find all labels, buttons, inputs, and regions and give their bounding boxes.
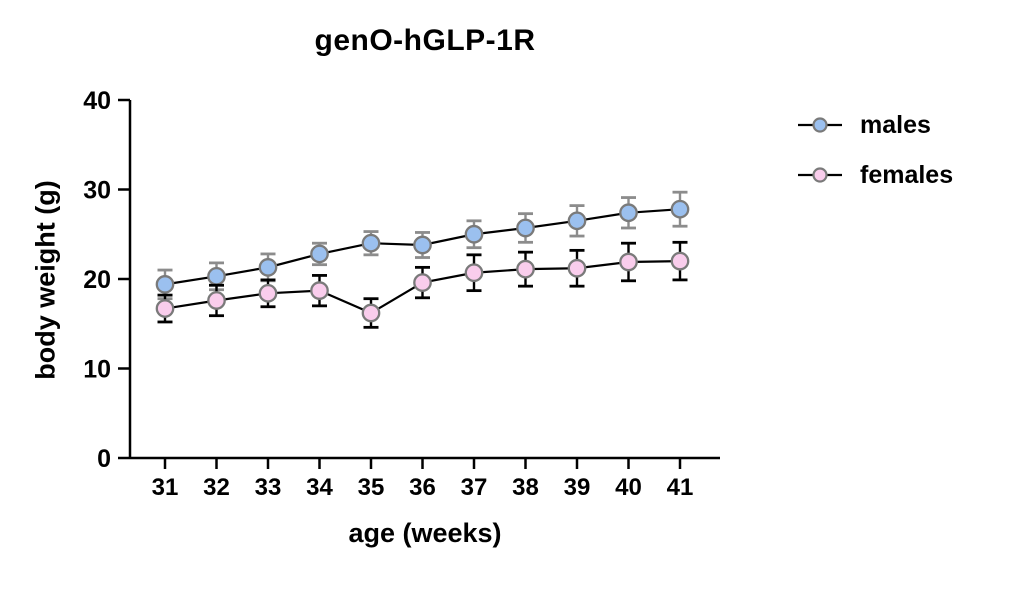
series-males bbox=[155, 190, 690, 301]
data-point-females-31 bbox=[155, 299, 175, 318]
y-tick-label: 0 bbox=[97, 445, 111, 473]
x-tick-label: 33 bbox=[255, 474, 282, 501]
y-tick-label: 20 bbox=[83, 266, 111, 294]
legend-item-males: males bbox=[798, 110, 953, 140]
data-point-females-38 bbox=[516, 259, 535, 279]
y-tick-label: 10 bbox=[83, 356, 111, 384]
data-point-males-31 bbox=[155, 275, 175, 294]
males-marker-icon bbox=[798, 117, 842, 133]
x-tick-label: 40 bbox=[615, 474, 642, 501]
legend-item-females: females bbox=[798, 160, 953, 190]
data-point-females-33 bbox=[258, 283, 278, 303]
data-point-females-40 bbox=[619, 252, 638, 272]
chart-title: genO-hGLP-1R bbox=[314, 24, 536, 57]
data-point-females-36 bbox=[413, 273, 432, 292]
y-tick-label: 30 bbox=[83, 177, 111, 205]
data-point-females-39 bbox=[567, 258, 587, 278]
legend-label-females: females bbox=[860, 160, 954, 189]
data-point-males-34 bbox=[310, 244, 329, 264]
series-females bbox=[155, 240, 690, 329]
data-point-females-32 bbox=[207, 291, 226, 310]
data-point-males-35 bbox=[361, 233, 381, 253]
data-point-males-36 bbox=[413, 235, 432, 255]
x-tick-label: 38 bbox=[512, 474, 539, 501]
x-tick-label: 31 bbox=[152, 474, 179, 501]
females-marker-icon bbox=[798, 167, 842, 183]
data-point-males-33 bbox=[258, 258, 278, 277]
data-point-females-34 bbox=[310, 281, 329, 300]
x-tick-label: 37 bbox=[461, 474, 488, 501]
data-point-females-37 bbox=[464, 263, 484, 283]
data-point-males-32 bbox=[207, 266, 226, 286]
x-tick-label: 35 bbox=[358, 474, 385, 501]
y-tick-label: 40 bbox=[83, 87, 111, 115]
data-point-females-35 bbox=[361, 303, 381, 323]
data-point-males-38 bbox=[516, 218, 535, 238]
x-tick-label: 32 bbox=[203, 474, 230, 501]
data-point-males-41 bbox=[670, 199, 690, 219]
axes: 0 10 20 30 40 31 32 33 34 35 36 37 38 39 40 41 bbox=[83, 87, 720, 501]
legend-label-males: males bbox=[860, 110, 931, 139]
data-point-males-40 bbox=[619, 203, 638, 223]
legend: males females bbox=[798, 110, 953, 210]
x-tick-label: 36 bbox=[409, 474, 436, 501]
x-tick-label: 41 bbox=[667, 474, 694, 501]
x-tick-label: 39 bbox=[564, 474, 591, 501]
data-point-females-41 bbox=[670, 251, 690, 271]
x-tick-label: 34 bbox=[306, 474, 333, 501]
x-axis-label: age (weeks) bbox=[348, 518, 502, 548]
data-point-males-39 bbox=[567, 211, 587, 231]
data-point-males-37 bbox=[464, 224, 484, 244]
